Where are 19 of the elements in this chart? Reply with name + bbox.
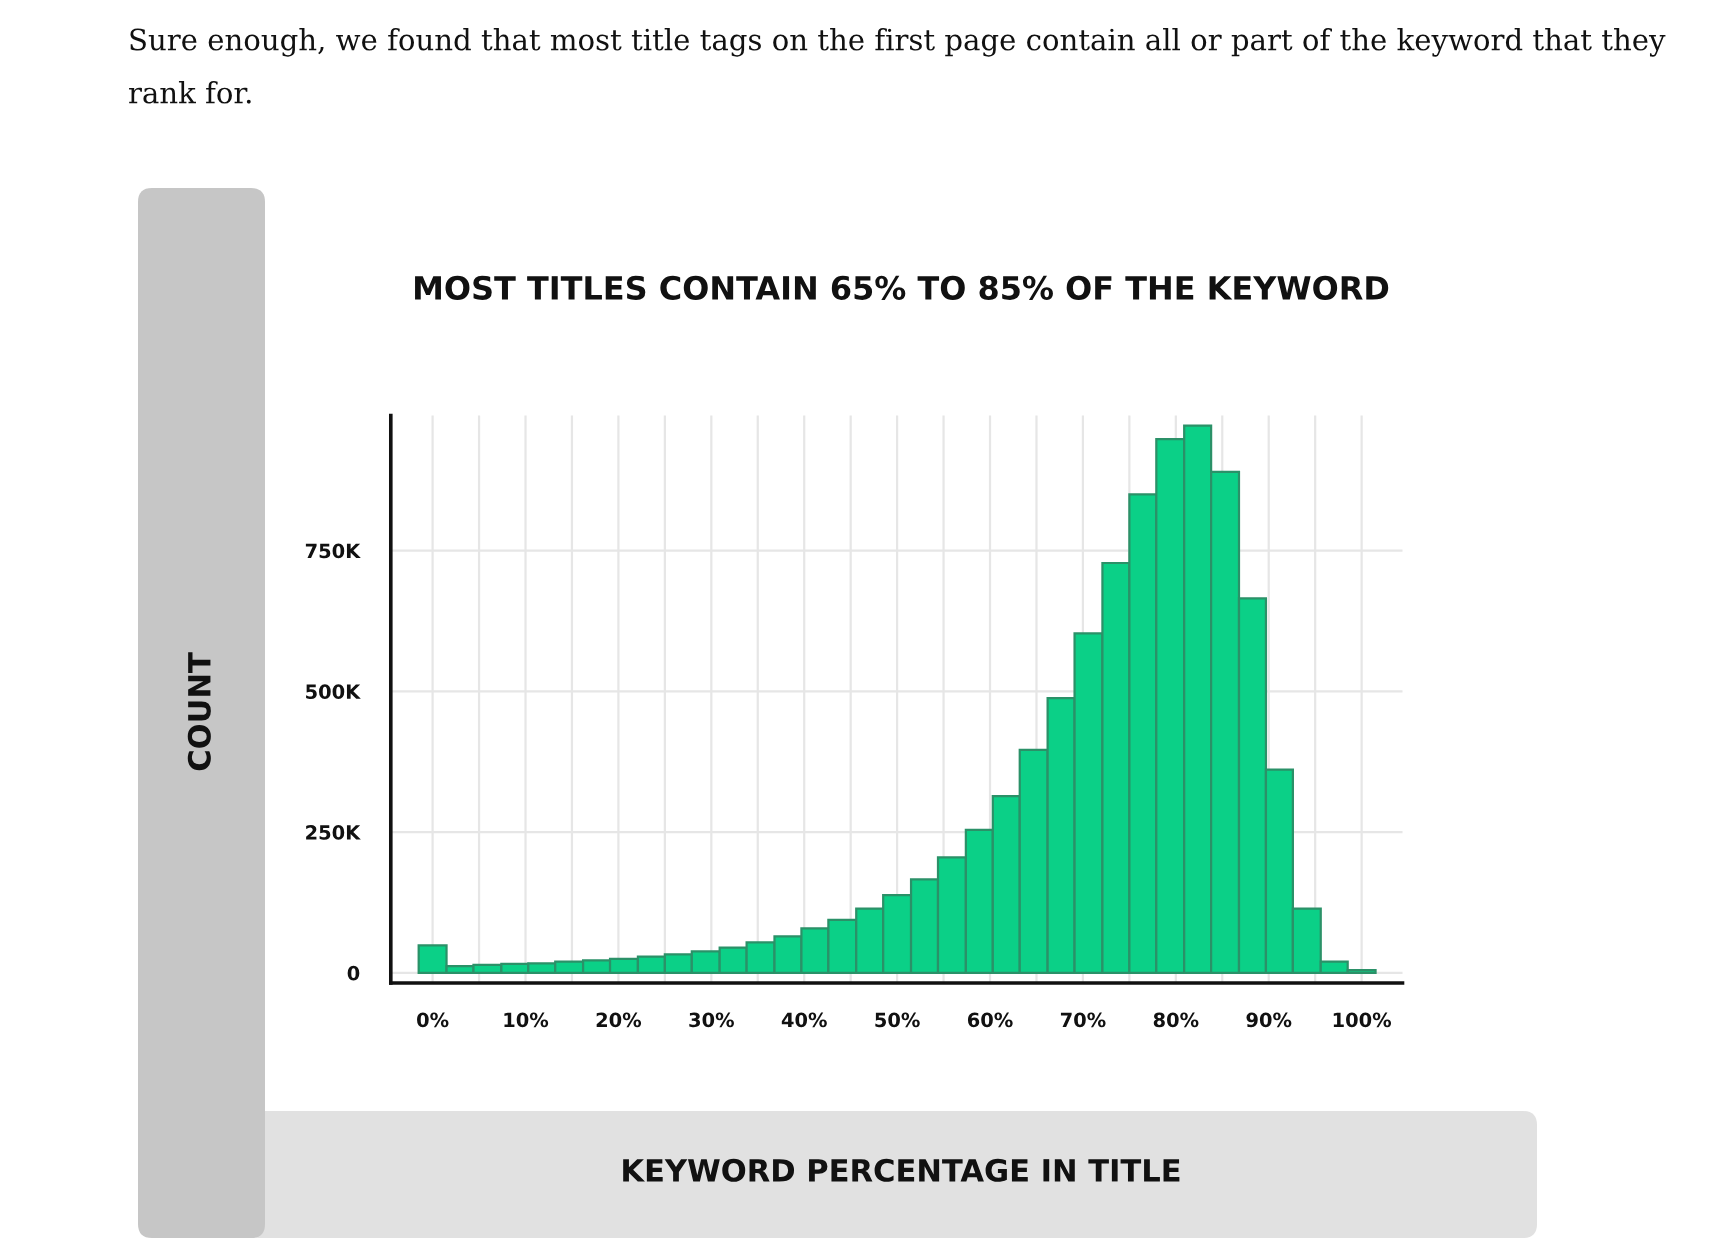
x-tick-label: 90% (1246, 1012, 1292, 1028)
x-tick-label: 70% (1060, 1012, 1106, 1028)
y-tick-label: 500K (306, 684, 361, 700)
text: Sure enough, we found that most title tags on the first page contain all or part of the keyword that they rank for. (129, 28, 1666, 104)
x-axis-title: KEYWORD PERCENTAGE IN TITLE (623, 1158, 1180, 1182)
x-tick-label: 20% (596, 1012, 642, 1028)
y-tick-label: 750K (305, 543, 361, 559)
x-tick-label: 0% (417, 1012, 449, 1028)
x-tick-label: 50% (875, 1012, 920, 1028)
x-tick-label: 40% (781, 1012, 827, 1028)
x-tick-label: 100% (1333, 1012, 1392, 1028)
y-tick-label: 0 (347, 965, 360, 981)
y-tick-label: 250K (306, 825, 361, 840)
chart-title: MOST TITLES CONTAIN 65% TO 85% OF THE KEYWORD (415, 275, 1389, 300)
x-tick-label: 10% (504, 1012, 549, 1028)
y-axis-title: COUNT (187, 652, 211, 771)
x-tick-label: 80% (1153, 1012, 1199, 1028)
x-tick-label: 30% (689, 1012, 734, 1028)
x-tick-label: 60% (967, 1012, 1013, 1028)
